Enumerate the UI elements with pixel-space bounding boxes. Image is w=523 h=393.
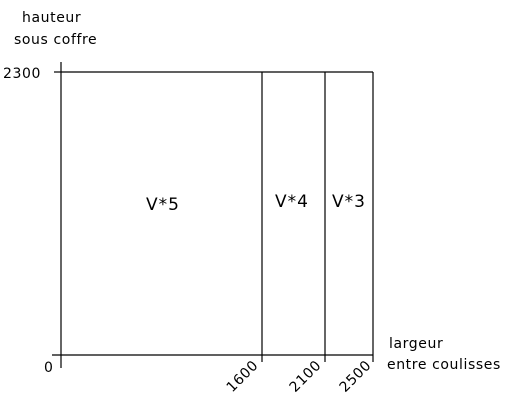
origin-value: 0 — [44, 360, 54, 376]
zone-label-v5: V*5 — [146, 195, 180, 215]
zone-label-v3: V*3 — [332, 192, 366, 212]
y-axis-label-line2: sous coffre — [14, 32, 97, 48]
x-tick-2100: 2100 — [287, 358, 325, 393]
x-axis-label-line1: largeur — [389, 336, 443, 352]
x-axis-label-line2: entre coulisses — [387, 357, 501, 373]
x-tick-2500: 2500 — [337, 358, 375, 393]
zone-label-v4: V*4 — [275, 192, 309, 212]
x-tick-1600: 1600 — [224, 358, 262, 393]
y-top-value: 2300 — [3, 66, 41, 82]
y-axis-label-line1: hauteur — [22, 10, 81, 26]
